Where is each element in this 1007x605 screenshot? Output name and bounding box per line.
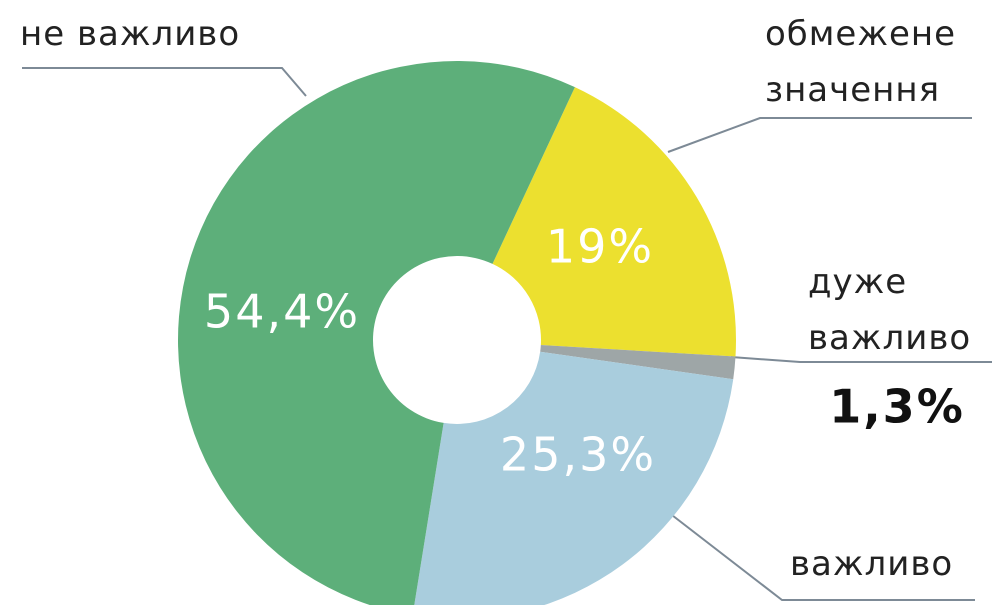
donut-segment [178, 61, 575, 605]
donut-segment [492, 87, 736, 357]
value-label: 54,4% [204, 285, 360, 339]
category-label: не важливо [20, 14, 241, 54]
leader-line [667, 511, 975, 601]
leader-line [667, 117, 972, 153]
value-label: 25,3% [500, 428, 656, 482]
leader-line [730, 356, 992, 363]
value-label: 1,3% [829, 380, 965, 434]
category-label: дуже важливо [808, 262, 972, 358]
donut-segment [540, 344, 736, 380]
leader-line [22, 67, 307, 97]
category-label: обмежене значення [765, 14, 957, 110]
donut-segment [414, 351, 734, 605]
value-label: 19% [546, 220, 654, 274]
category-label: важливо [790, 544, 954, 584]
